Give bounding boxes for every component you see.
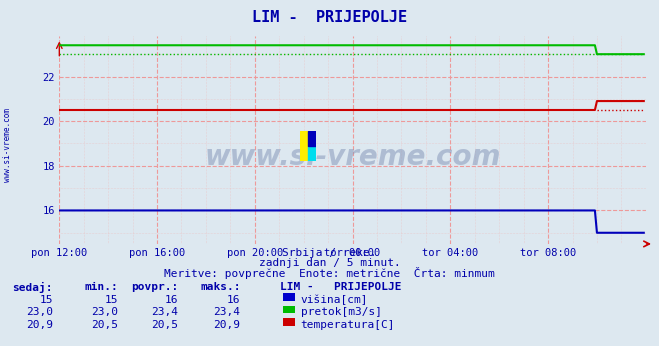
Text: 16: 16 [165,295,178,305]
Text: Meritve: povprečne  Enote: metrične  Črta: minmum: Meritve: povprečne Enote: metrične Črta:… [164,267,495,279]
Text: 20,5: 20,5 [92,320,119,330]
Text: 15: 15 [105,295,119,305]
Text: 23,0: 23,0 [26,307,53,317]
Text: sedaj:: sedaj: [13,282,53,293]
Text: www.si-vreme.com: www.si-vreme.com [204,143,501,171]
Text: povpr.:: povpr.: [130,282,178,292]
Text: LIM -   PRIJEPOLJE: LIM - PRIJEPOLJE [280,282,401,292]
Bar [300,131,308,161]
Text: 23,4: 23,4 [214,307,241,317]
Text: 23,0: 23,0 [92,307,119,317]
Text: 20,9: 20,9 [26,320,53,330]
Text: pretok[m3/s]: pretok[m3/s] [301,307,382,317]
Text: 20,5: 20,5 [151,320,178,330]
Text: LIM -  PRIJEPOLJE: LIM - PRIJEPOLJE [252,10,407,25]
Bar [308,146,316,161]
Text: temperatura[C]: temperatura[C] [301,320,395,330]
Text: maks.:: maks.: [200,282,241,292]
Bar [308,131,316,146]
Text: min.:: min.: [85,282,119,292]
Text: 16: 16 [227,295,241,305]
Text: višina[cm]: višina[cm] [301,295,368,305]
Text: zadnji dan / 5 minut.: zadnji dan / 5 minut. [258,258,401,268]
Text: Srbija / reke.: Srbija / reke. [282,248,377,258]
Text: 23,4: 23,4 [151,307,178,317]
Text: www.si-vreme.com: www.si-vreme.com [3,108,13,182]
Text: 15: 15 [40,295,53,305]
Text: 20,9: 20,9 [214,320,241,330]
